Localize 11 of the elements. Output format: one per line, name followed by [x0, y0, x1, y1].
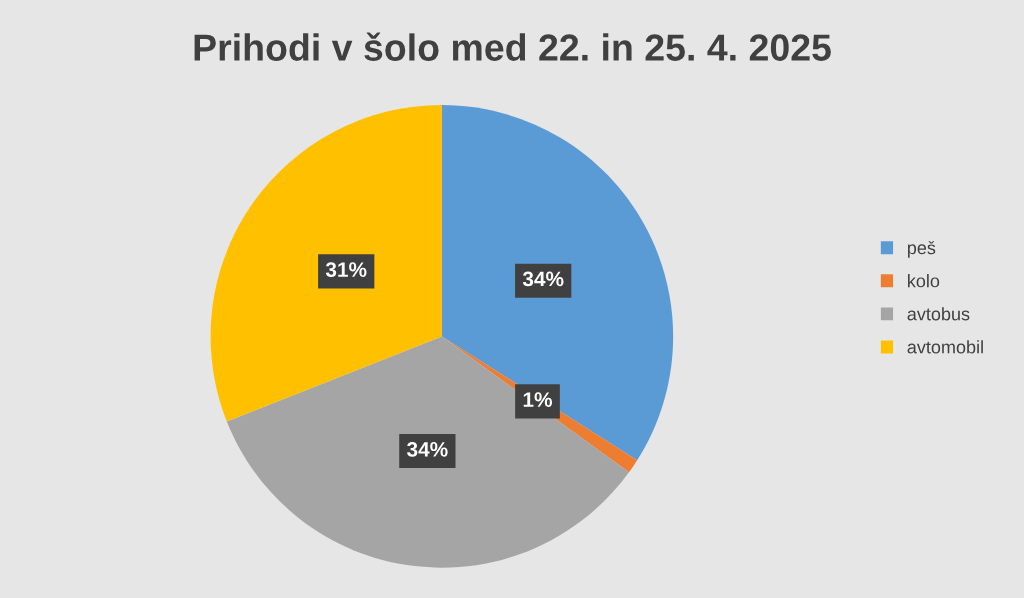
data-label: 34%	[522, 271, 564, 287]
legend-label: peš	[907, 240, 936, 258]
pie-slice	[210, 105, 442, 422]
data-label: 34%	[406, 441, 448, 457]
legend-label: avtomobil	[907, 340, 983, 354]
chart-title: Prihodi v šolo med 22. in 25. 4. 2025	[194, 32, 831, 61]
data-label: 1%	[523, 392, 553, 407]
legend-label: kolo	[908, 274, 940, 288]
data-label: 31%	[325, 262, 367, 277]
legend-label: avtobus	[907, 307, 970, 321]
pie-slice	[226, 336, 629, 568]
